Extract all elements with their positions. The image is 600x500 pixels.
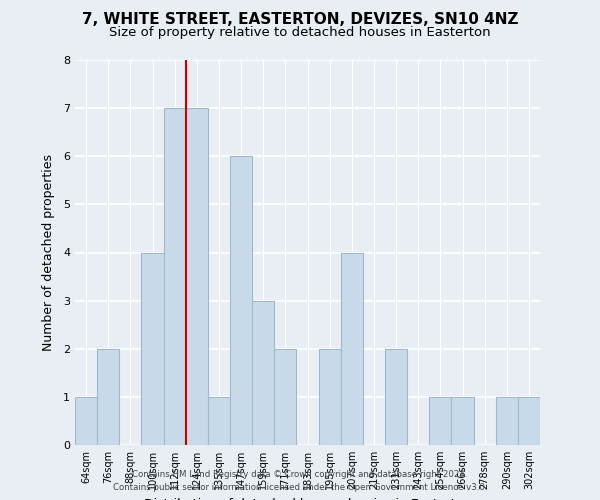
Bar [97,349,119,445]
Bar [518,397,540,445]
Bar [496,397,518,445]
Bar [186,108,208,445]
Bar [208,397,230,445]
Text: Size of property relative to detached houses in Easterton: Size of property relative to detached ho… [109,26,491,39]
Bar [429,397,451,445]
Text: 7, WHITE STREET, EASTERTON, DEVIZES, SN10 4NZ: 7, WHITE STREET, EASTERTON, DEVIZES, SN1… [82,12,518,28]
Bar [451,397,473,445]
X-axis label: Distribution of detached houses by size in Easterton: Distribution of detached houses by size … [144,498,471,500]
Bar [252,300,274,445]
Y-axis label: Number of detached properties: Number of detached properties [41,154,55,351]
Bar [142,252,164,445]
Bar [385,349,407,445]
Bar [319,349,341,445]
Bar [75,397,97,445]
Text: Contains HM Land Registry data © Crown copyright and database right 2024.
Contai: Contains HM Land Registry data © Crown c… [113,470,487,492]
Bar [164,108,186,445]
Bar [274,349,296,445]
Bar [230,156,252,445]
Bar [341,252,363,445]
